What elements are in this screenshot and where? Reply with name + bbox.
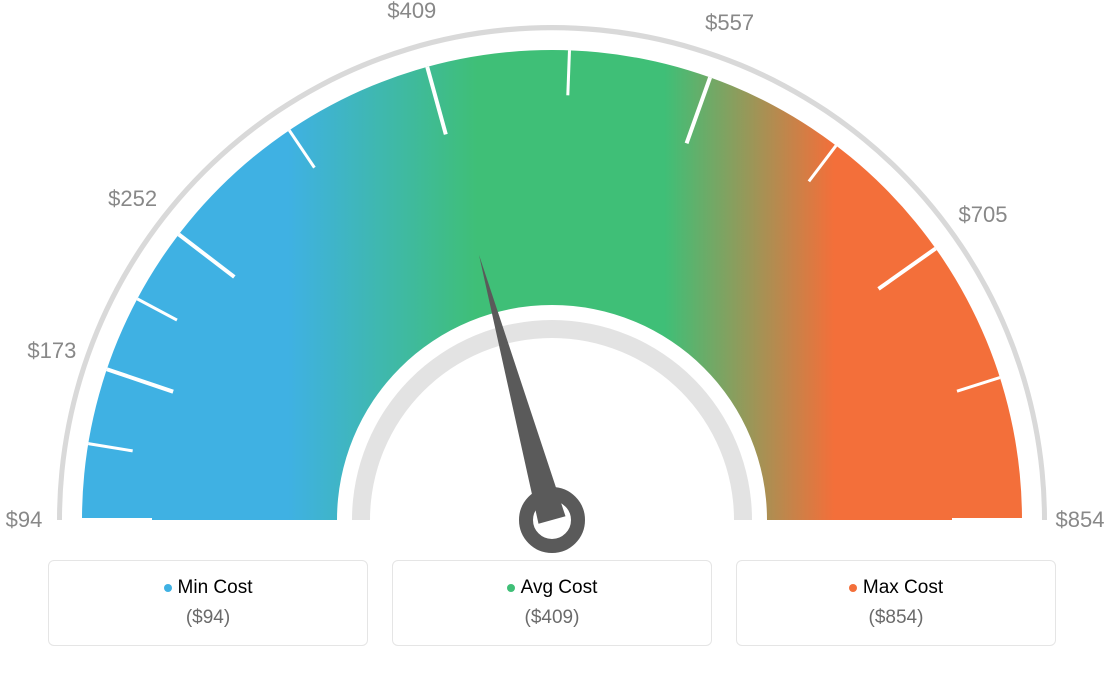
dot-icon [849,584,857,592]
legend-title-avg: Avg Cost [413,577,691,599]
legend-label: Max Cost [863,577,943,598]
legend-value-avg: ($409) [413,607,691,629]
gauge-tick-label: $557 [705,10,754,36]
gauge-tick-label: $854 [1056,507,1104,533]
gauge-tick-label: $94 [6,507,43,533]
dot-icon [164,584,172,592]
gauge-tick-label: $705 [958,202,1007,228]
legend-title-max: Max Cost [757,577,1035,599]
dot-icon [507,584,515,592]
legend-label: Avg Cost [521,577,598,598]
gauge-tick-label: $173 [27,338,76,364]
legend-card-max: Max Cost ($854) [736,560,1056,646]
gauge-tick-label: $409 [387,0,436,24]
legend-title-min: Min Cost [69,577,347,599]
legend-row: Min Cost ($94) Avg Cost ($409) Max Cost … [0,560,1104,646]
legend-card-min: Min Cost ($94) [48,560,368,646]
cost-gauge: $94 $173 $252 $409 $557 $705 $854 [0,0,1104,560]
legend-card-avg: Avg Cost ($409) [392,560,712,646]
legend-value-max: ($854) [757,607,1035,629]
legend-label: Min Cost [178,577,253,598]
gauge-tick-label: $252 [108,186,157,212]
legend-value-min: ($94) [69,607,347,629]
gauge-svg [0,0,1104,560]
